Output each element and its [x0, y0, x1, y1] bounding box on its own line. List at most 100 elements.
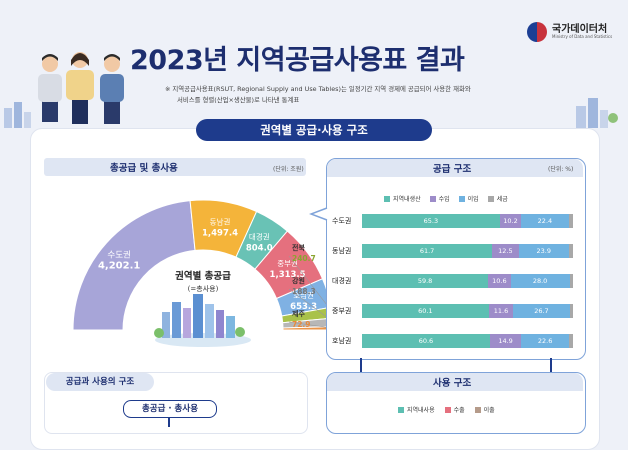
supply-bar-track: 60.6 14.9 22.6 [362, 334, 573, 348]
supply-structure-unit: (단위: %) [548, 166, 574, 173]
legend-item: 지역내사용 [398, 405, 435, 414]
usage-structure-header [327, 373, 583, 391]
supply-bar-track: 59.8 10.6 28.0 [362, 274, 573, 288]
connector-left [360, 358, 362, 372]
donut-category-label: 전북 [292, 243, 305, 252]
supply-bar-row: 호남권 60.6 14.9 22.6 [332, 334, 578, 348]
legend-label: 수출 [453, 407, 465, 414]
supply-bar-segment: 28.0 [510, 274, 570, 288]
donut-category-label: 호남권 [293, 291, 314, 300]
legend-swatch [398, 406, 404, 413]
legend-swatch [384, 195, 390, 202]
legend-label: 지역내생산 [393, 196, 421, 203]
total-supply-use-box: 총공급 · 총사용 [123, 400, 217, 418]
supply-structure-header [327, 159, 583, 177]
brand-sub: Ministry of Data and Statistics [552, 34, 613, 40]
supply-bar-track: 61.7 12.5 23.9 [362, 244, 573, 258]
supply-bar-segment: 23.9 [518, 244, 569, 258]
legend-item: 세금 [487, 194, 508, 203]
supply-bar-segment [569, 274, 573, 288]
donut-value-label: 1,497.4 [202, 228, 238, 238]
left-panel-header [44, 158, 306, 176]
supply-bar-row: 중부권 60.1 11.6 26.7 [332, 304, 578, 318]
people-illustration [38, 52, 124, 124]
supply-bar-segment: 26.7 [513, 304, 570, 318]
legend-item: 수입 [429, 194, 450, 203]
donut-category-label: 동남권 [210, 217, 231, 226]
supply-bar-segment: 11.6 [488, 304, 514, 318]
supply-bar-track: 65.3 10.2 22.4 [362, 214, 573, 228]
left-panel-title: 총공급 및 총사용 [110, 163, 178, 174]
legend-item: 수출 [444, 405, 465, 414]
donut-center-label: 권역별 총공급 [175, 270, 231, 282]
donut-value-label: 4,202.1 [98, 261, 140, 272]
supply-bar-category: 대경권 [332, 277, 352, 285]
donut-center-sub: (=총사용) [188, 284, 219, 293]
legend-swatch [487, 195, 494, 202]
donut-value-label: 188.3 [292, 287, 316, 296]
brand-name: 국가데이터처 [552, 23, 608, 35]
legend-label: 이입 [467, 196, 479, 203]
donut-value-label: 72.9 [292, 320, 311, 329]
supply-bar-segment: 14.9 [489, 334, 522, 348]
legend-label: 수입 [438, 196, 450, 203]
donut-leader-line [288, 255, 334, 313]
taegeuk-logo-icon [527, 22, 547, 42]
donut-value-label: 240.7 [292, 254, 316, 263]
supply-bar-category: 중부권 [332, 307, 352, 315]
supply-bar-track: 60.1 11.6 26.7 [362, 304, 573, 318]
left-panel-unit: (단위: 조원) [273, 166, 304, 173]
supply-bar-segment: 61.7 [362, 244, 493, 258]
supply-bar-segment: 10.6 [488, 274, 511, 288]
usage-structure-title: 사용 구조 [433, 378, 472, 389]
donut-value-label: 804.0 [246, 243, 273, 253]
donut-category-label: 수도권 [107, 250, 130, 261]
donut-category-label: 제주 [292, 309, 305, 318]
legend-swatch [474, 406, 481, 413]
supply-bar-category: 호남권 [332, 337, 352, 345]
supply-bar-category: 수도권 [332, 217, 352, 225]
callout-arrow [309, 207, 328, 221]
city-illustration [154, 294, 251, 347]
usage-legend: 지역내사용 수출 이출 [398, 405, 495, 414]
legend-item: 이입 [458, 194, 479, 203]
legend-label: 지역내사용 [407, 407, 435, 414]
legend-swatch [458, 195, 465, 202]
legend-swatch [429, 195, 436, 202]
legend-label: 이출 [483, 407, 495, 414]
donut-slice-0 [72, 200, 196, 331]
supply-bar-segment: 22.4 [521, 214, 569, 228]
supply-bar-segment: 10.2 [499, 214, 522, 228]
supply-bar-segment: 60.1 [362, 304, 489, 318]
legend-item: 이출 [474, 405, 495, 414]
structure-pill: 공급과 사용의 구조 [46, 373, 154, 391]
note-line-1: ※ 지역공급사용표(RSUT, Regional Supply and Use … [165, 85, 471, 93]
connector-right [550, 358, 552, 372]
title-note: ※ 지역공급사용표(RSUT, Regional Supply and Use … [165, 84, 485, 106]
note-line-2: 서비스를 형렬(산업×생산물)로 나타낸 통계표 [177, 95, 300, 104]
page-title: 2023년 지역공급사용표 결과 [130, 45, 465, 76]
legend-swatch [444, 406, 451, 413]
donut-category-label: 중부권 [277, 259, 298, 268]
brand: 국가데이터처 Ministry of Data and Statistics [527, 22, 612, 42]
buildings-left-illustration [4, 102, 31, 128]
section-title: 권역별 공급·사용 구조 [196, 119, 432, 141]
buildings-right-illustration [576, 98, 618, 128]
supply-bar-segment: 59.8 [362, 274, 489, 288]
supply-bar-segment [568, 334, 573, 348]
donut-category-label: 대경권 [249, 231, 270, 241]
supply-bar-segment [568, 214, 573, 228]
supply-bar-segment: 65.3 [362, 214, 500, 228]
supply-bar-row: 동남권 61.7 12.5 23.9 [332, 244, 578, 258]
donut-value-label: 653.3 [290, 302, 317, 312]
supply-structure-title: 공급 구조 [433, 164, 472, 175]
supply-bar-segment [568, 244, 573, 258]
supply-structure-card [326, 158, 586, 360]
donut-value-label: 1,313.5 [270, 270, 306, 280]
supply-bar-segment: 60.6 [362, 334, 490, 348]
donut-category-label: 강원 [292, 276, 305, 285]
supply-bar-category: 동남권 [332, 247, 352, 255]
supply-bar-row: 대경권 59.8 10.6 28.0 [332, 274, 578, 288]
legend-label: 세금 [496, 196, 508, 203]
